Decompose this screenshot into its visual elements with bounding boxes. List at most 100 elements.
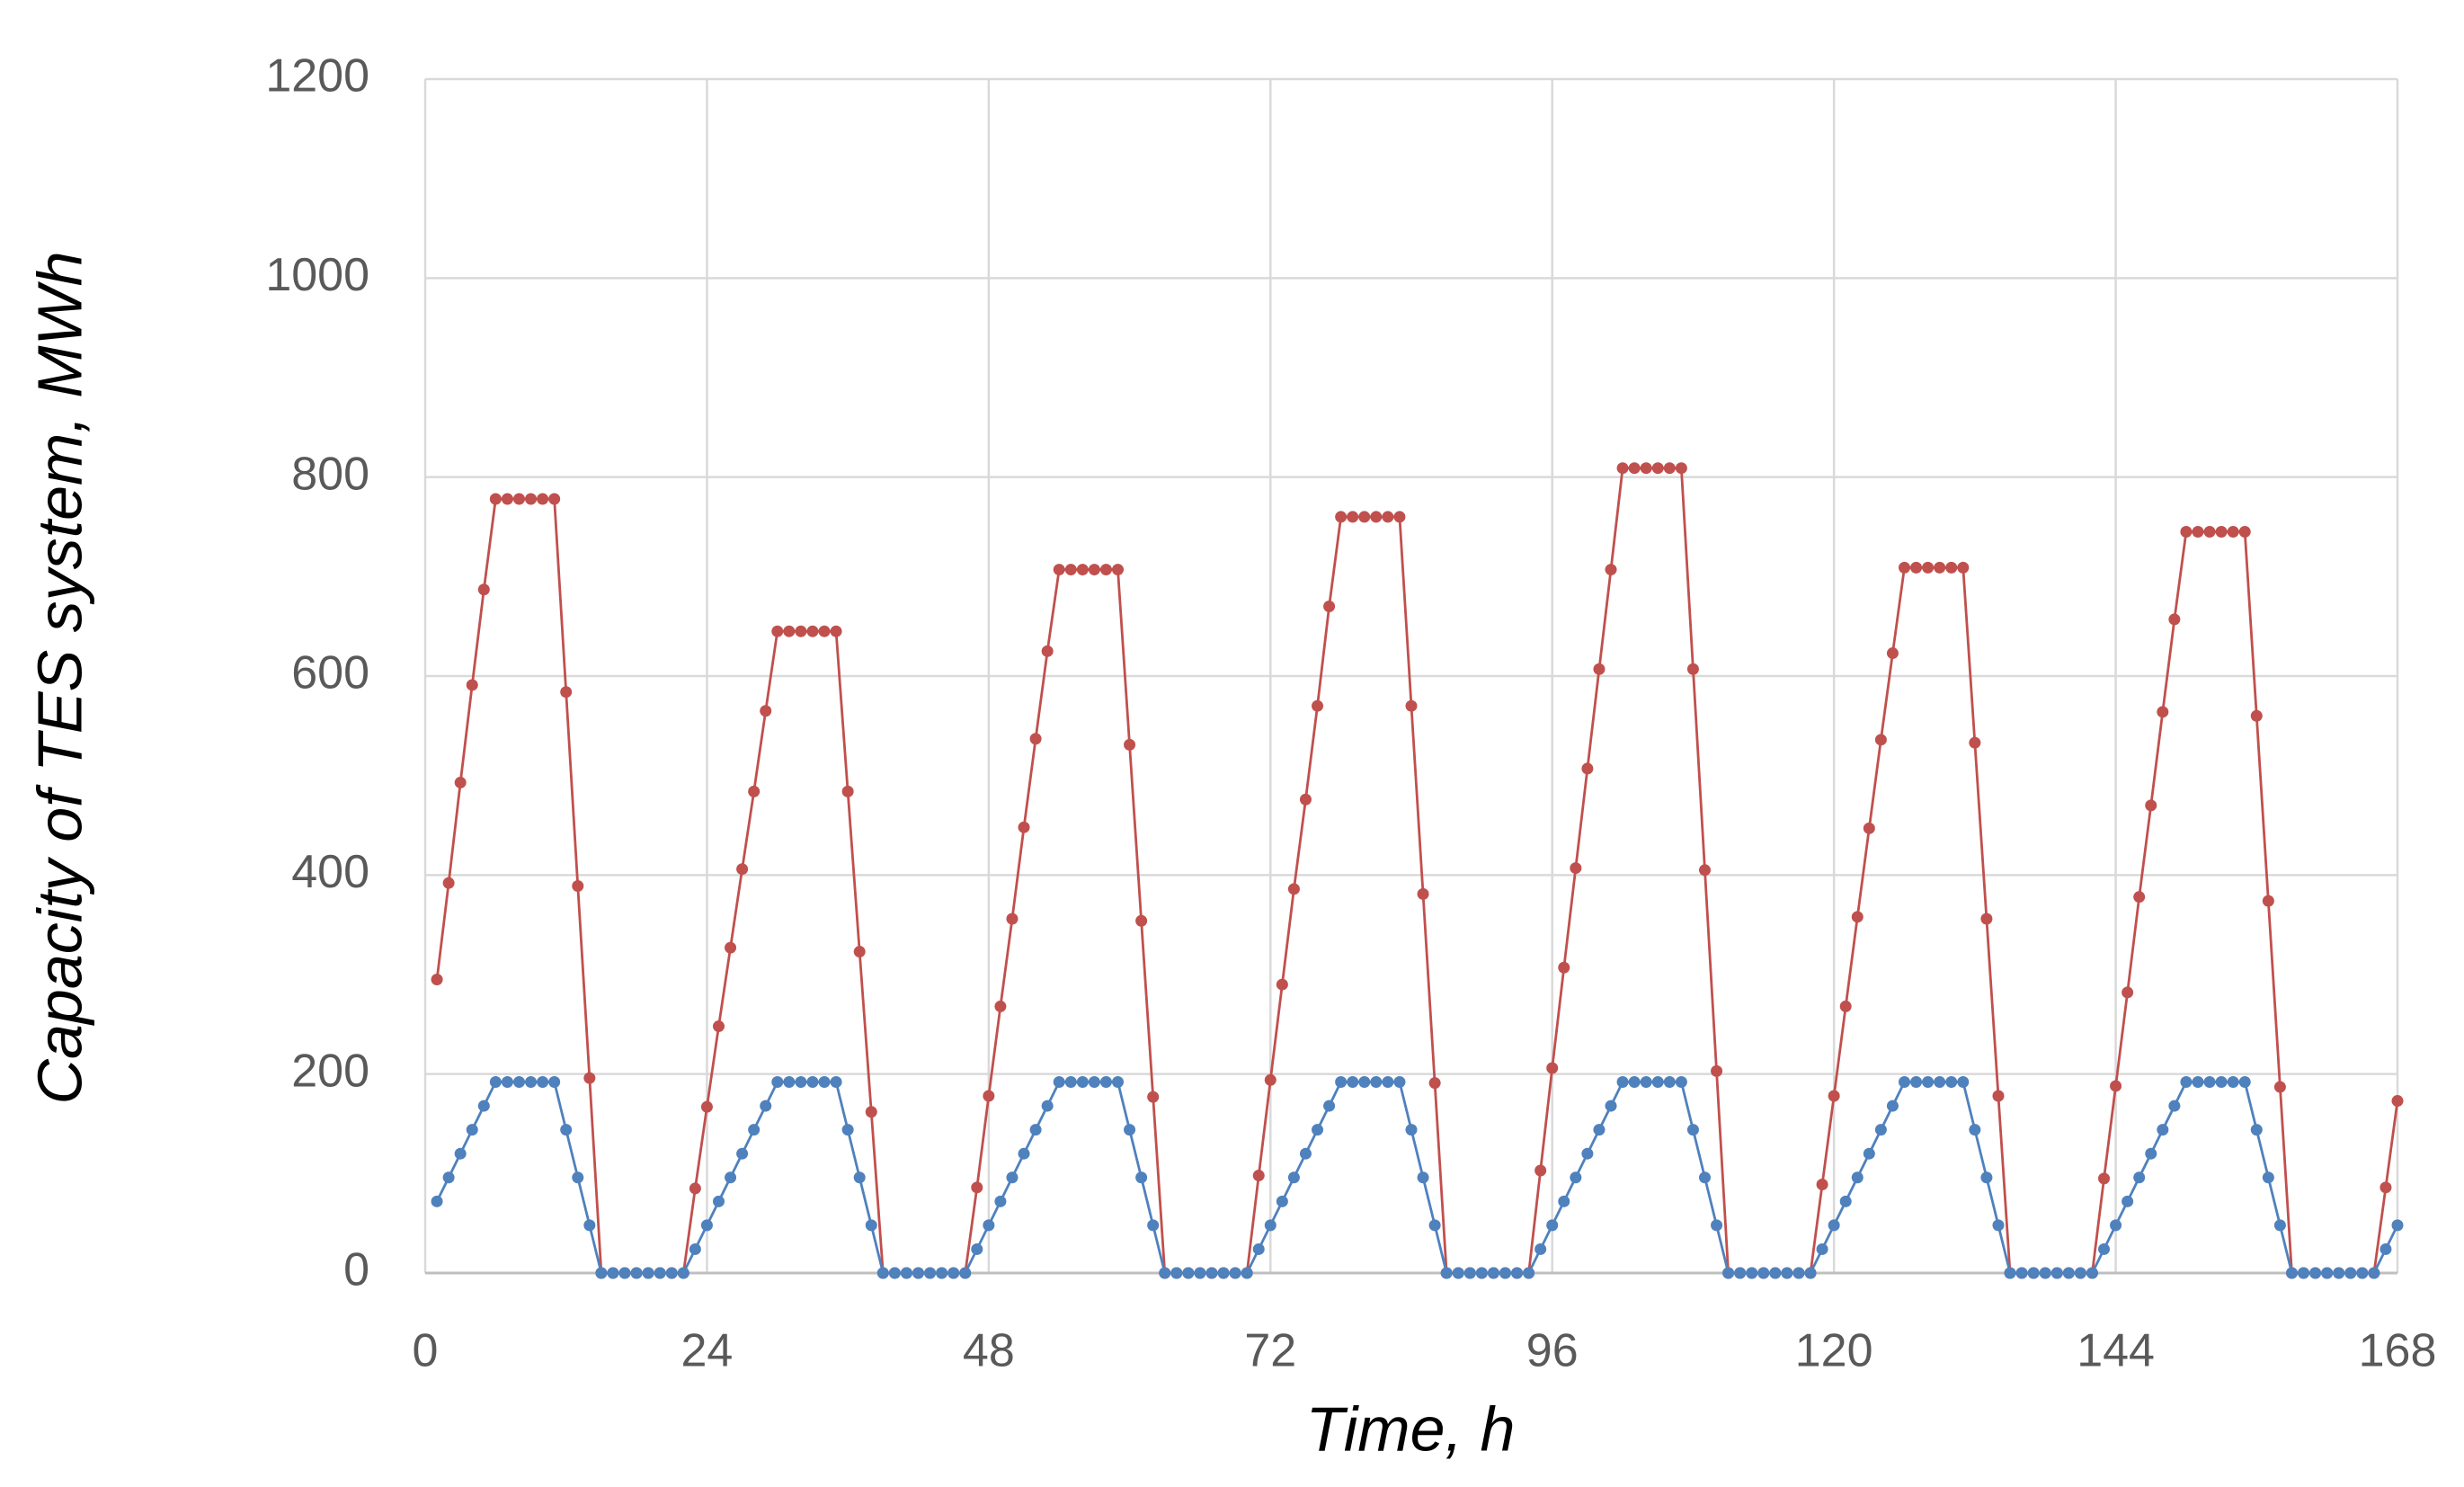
data-point: [853, 1171, 866, 1184]
data-point: [1064, 564, 1077, 576]
data-point: [442, 1171, 455, 1184]
data-point: [1287, 883, 1300, 895]
data-point: [1217, 1267, 1230, 1279]
data-point: [865, 1219, 877, 1232]
x-tick-label: 96: [1526, 1325, 1579, 1377]
data-point: [1816, 1242, 1828, 1255]
data-point: [2192, 526, 2204, 539]
y-tick-label: 1200: [265, 50, 369, 102]
data-point: [1546, 1062, 1559, 1074]
data-point: [2238, 1076, 2251, 1089]
data-point: [572, 1171, 584, 1184]
data-point: [2333, 1267, 2345, 1279]
data-point: [2262, 1171, 2274, 1184]
data-point: [2227, 1076, 2239, 1089]
data-point: [2273, 1219, 2286, 1232]
x-tick-label: 168: [2359, 1325, 2437, 1377]
data-point: [2379, 1242, 2392, 1255]
data-point: [2391, 1219, 2404, 1232]
data-point: [548, 1076, 561, 1089]
data-point: [1851, 911, 1864, 923]
data-point: [466, 1124, 478, 1136]
data-point: [431, 1195, 443, 1207]
data-point: [700, 1219, 713, 1232]
data-point: [1899, 1076, 1910, 1089]
data-point: [806, 625, 819, 637]
data-point: [1440, 1267, 1453, 1279]
data-point: [983, 1219, 995, 1232]
data-point: [477, 583, 490, 596]
y-axis-title: Capacity of TES system, MWh: [24, 251, 94, 1104]
data-point: [1053, 564, 1065, 576]
data-point: [1839, 1000, 1852, 1012]
data-point: [2203, 1076, 2216, 1089]
data-point: [2086, 1267, 2098, 1279]
data-point: [2356, 1267, 2369, 1279]
data-point: [1252, 1242, 1265, 1255]
data-point: [1546, 1219, 1559, 1232]
data-point: [1593, 663, 1606, 675]
data-point: [2145, 1147, 2157, 1160]
data-point: [2227, 526, 2239, 539]
data-point: [818, 1076, 831, 1089]
data-point: [1041, 645, 1054, 657]
data-point: [1287, 1171, 1300, 1184]
data-point: [1828, 1090, 1840, 1102]
x-tick-label: 72: [1244, 1325, 1296, 1377]
data-point: [1934, 561, 1946, 574]
data-point: [642, 1267, 654, 1279]
data-point: [888, 1267, 901, 1279]
data-point: [2250, 1124, 2263, 1136]
data-point: [607, 1267, 619, 1279]
x-axis-title: Time, h: [1306, 1394, 1516, 1464]
data-point: [1922, 561, 1935, 574]
data-point: [1335, 511, 1348, 523]
data-point: [1194, 1267, 1206, 1279]
data-point: [431, 974, 443, 986]
data-point: [1029, 1124, 1042, 1136]
data-point: [1135, 1171, 1148, 1184]
data-point: [2074, 1267, 2086, 1279]
data-point: [1229, 1267, 1241, 1279]
data-point: [1159, 1267, 1171, 1279]
data-point: [2027, 1267, 2040, 1279]
data-point: [912, 1267, 924, 1279]
data-point: [2133, 891, 2146, 904]
data-point: [1076, 1076, 1089, 1089]
data-point: [1393, 511, 1406, 523]
data-point: [1640, 1076, 1652, 1089]
data-point: [1651, 1076, 1664, 1089]
data-point: [1135, 914, 1148, 927]
data-point: [1863, 1147, 1875, 1160]
data-point: [1452, 1267, 1464, 1279]
data-point: [841, 785, 854, 797]
data-point: [1347, 511, 1359, 523]
data-point: [1886, 647, 1899, 660]
data-point: [501, 493, 513, 505]
data-point: [947, 1267, 960, 1279]
data-point: [1899, 561, 1910, 574]
data-point: [806, 1076, 819, 1089]
data-point: [2273, 1081, 2286, 1093]
data-point: [595, 1267, 608, 1279]
data-point: [760, 705, 772, 717]
data-point: [2133, 1171, 2146, 1184]
data-point: [2192, 1076, 2204, 1089]
data-point: [1605, 564, 1617, 576]
y-tick-label: 1000: [265, 249, 369, 301]
data-point: [1358, 1076, 1371, 1089]
data-point: [454, 1147, 467, 1160]
data-point: [1874, 734, 1887, 746]
data-point: [1182, 1267, 1195, 1279]
data-point: [442, 877, 455, 889]
data-point: [537, 1076, 549, 1089]
data-point: [1053, 1076, 1065, 1089]
data-point: [1335, 1076, 1348, 1089]
data-point: [1804, 1267, 1817, 1279]
data-point: [994, 1195, 1007, 1207]
x-tick-label: 0: [413, 1325, 439, 1377]
data-point: [512, 1076, 525, 1089]
data-point: [2368, 1267, 2380, 1279]
data-point: [748, 785, 761, 797]
data-point: [783, 625, 796, 637]
